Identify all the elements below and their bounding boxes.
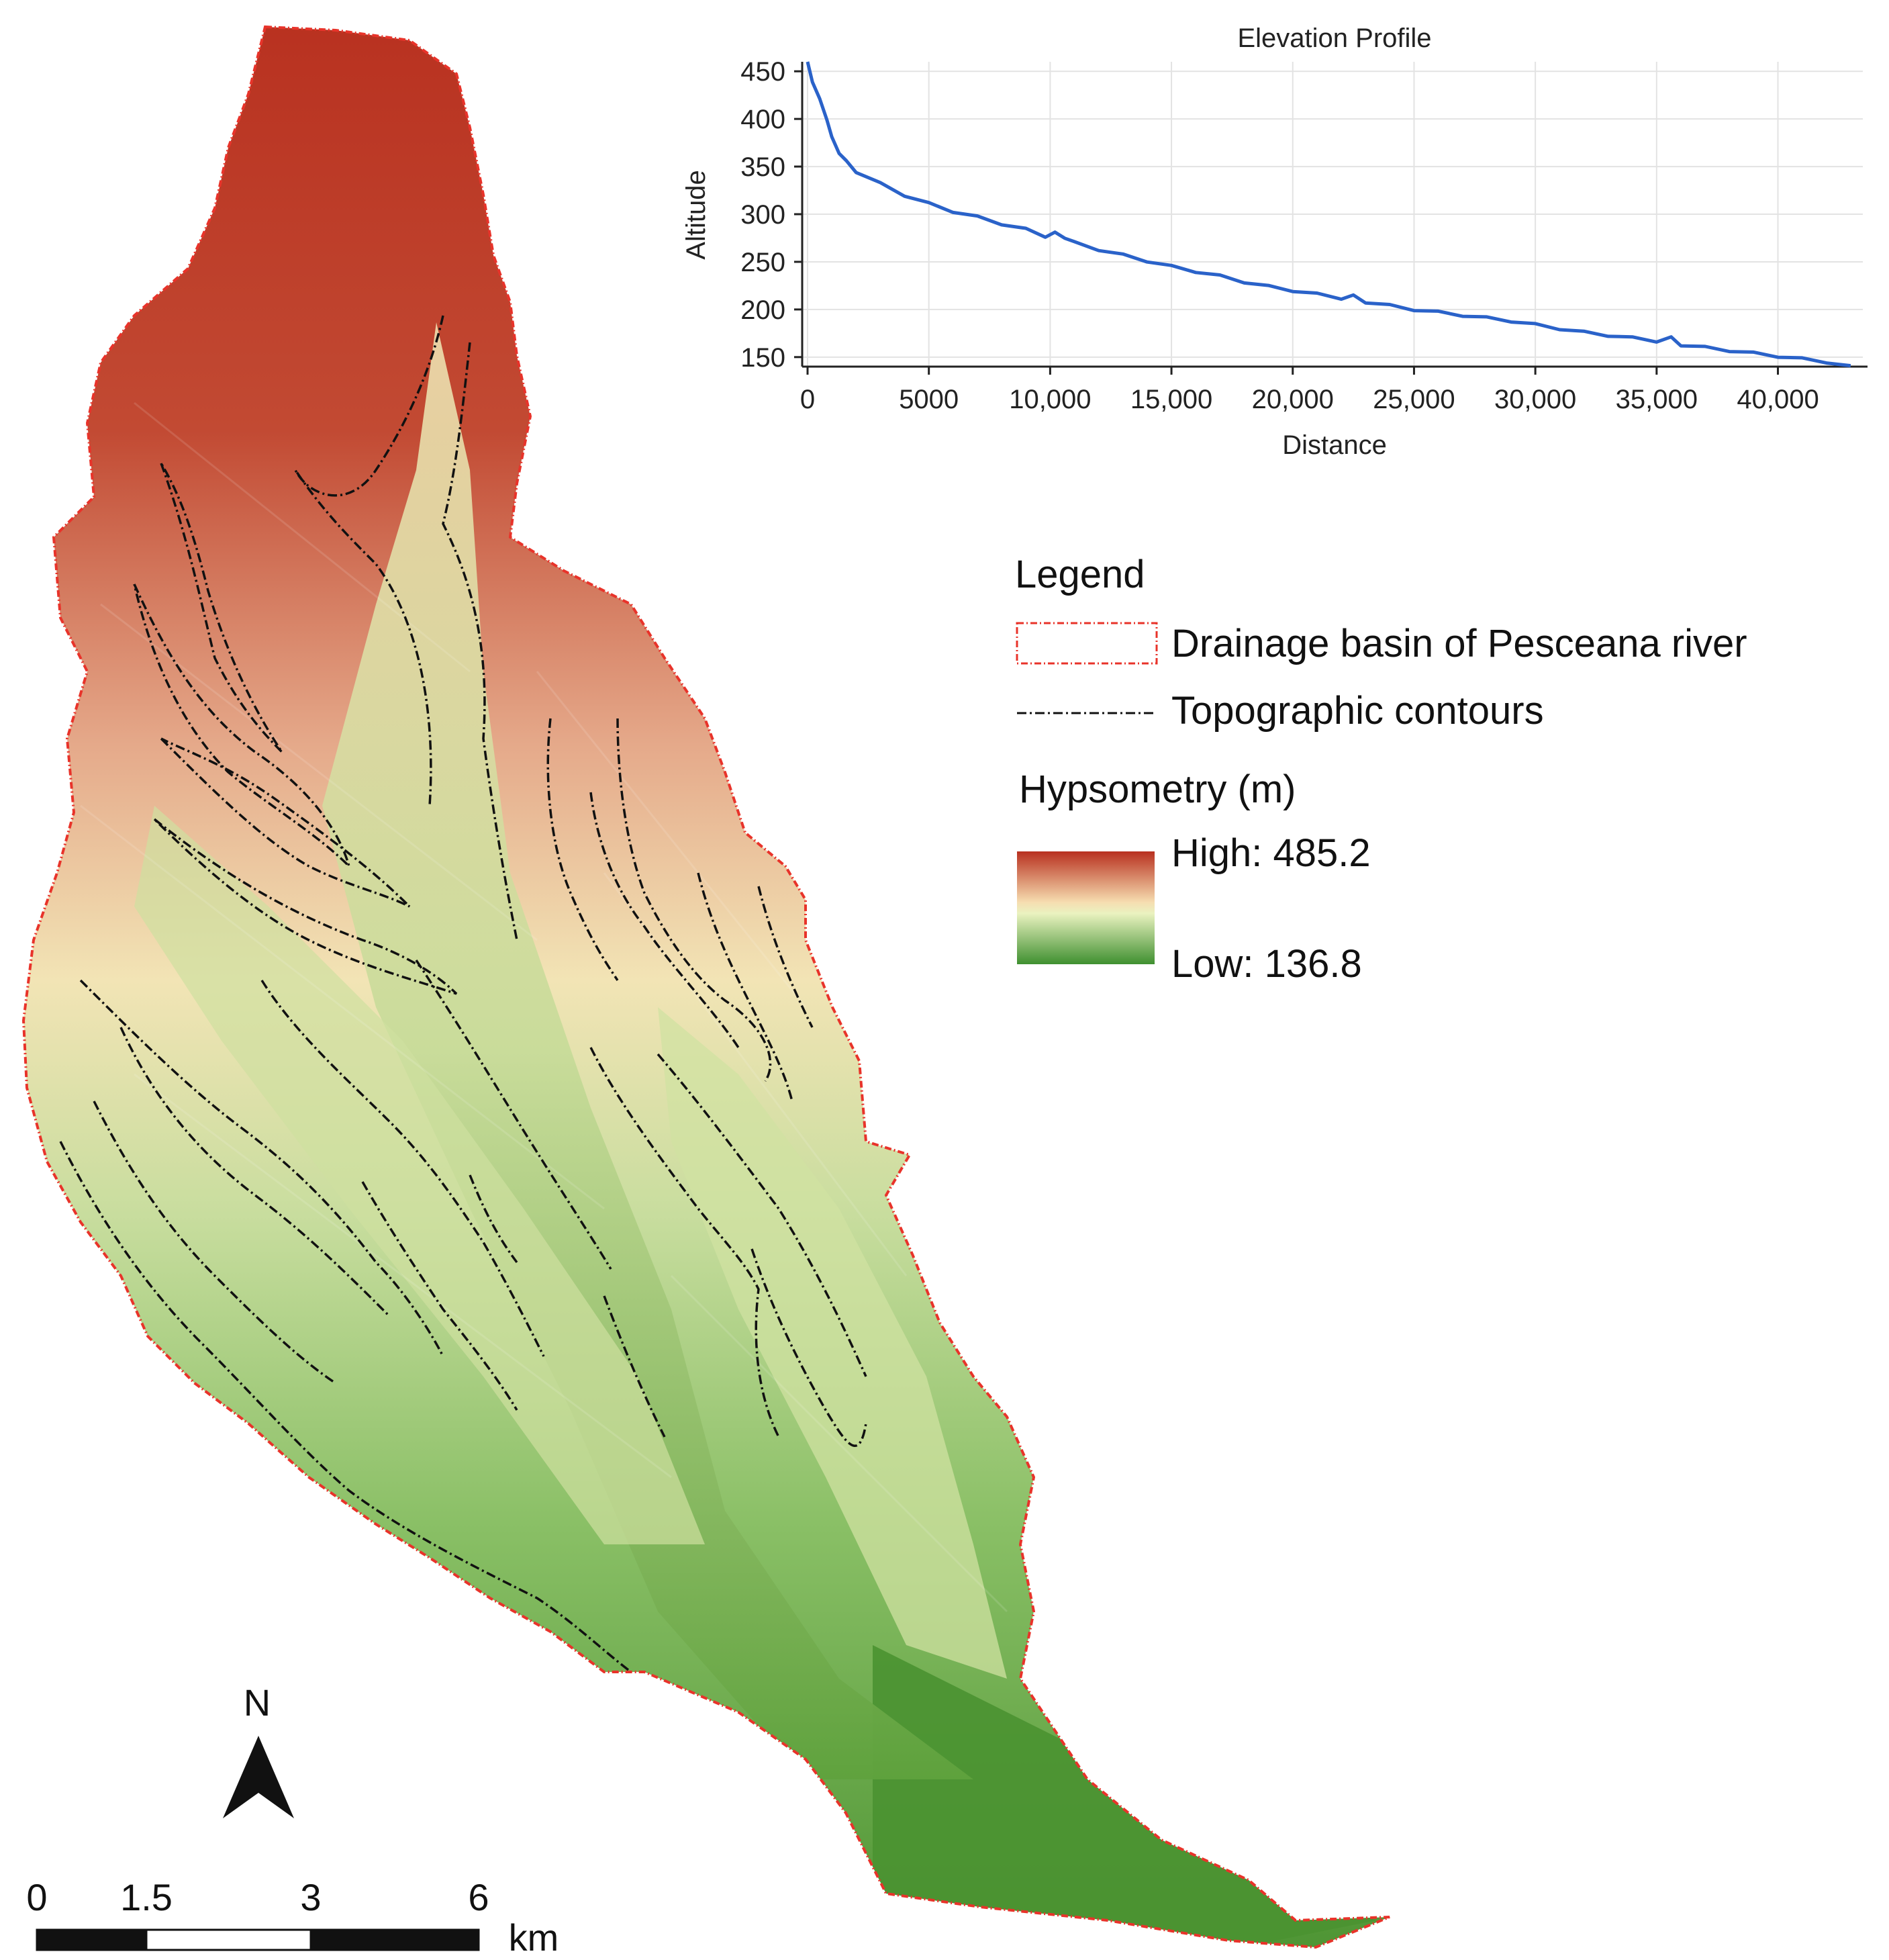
x-tick-label: 20,000	[1252, 385, 1334, 414]
contour-line	[750, 1248, 867, 1447]
contour-line	[442, 342, 518, 941]
x-tick-label: 25,000	[1373, 385, 1455, 414]
contour-line	[79, 979, 444, 1357]
legend: Legend Drainage basin of Pesceana river …	[1015, 553, 1747, 986]
scale-bar-segment	[145, 1928, 312, 1951]
west-valley	[134, 806, 705, 1544]
contour-line	[697, 872, 793, 1102]
north-arrow-icon	[223, 1736, 294, 1818]
x-tick-label: 30,000	[1494, 385, 1576, 414]
scale-label-1-5: 1.5	[120, 1876, 173, 1918]
x-tick-label: 0	[800, 385, 815, 414]
x-tick-label: 40,000	[1737, 385, 1819, 414]
contour-line	[160, 737, 411, 908]
contour-line	[260, 980, 545, 1357]
legend-item-contours: Topographic contours	[1171, 689, 1544, 733]
elevation-profile-chart: Elevation Profile 0 5000 10,000 15,000 20,00…	[681, 24, 1868, 460]
contour-line	[294, 315, 444, 806]
y-tick-label: 200	[740, 295, 785, 325]
x-tick-label: 15,000	[1130, 385, 1212, 414]
y-tick-label: 350	[740, 152, 785, 182]
scale-label-3: 3	[300, 1876, 321, 1918]
scale-bar-segment	[36, 1928, 148, 1951]
y-tick-label: 250	[740, 248, 785, 277]
x-tick-label: 10,000	[1009, 385, 1091, 414]
contour-line	[160, 463, 283, 753]
relief-texture	[80, 402, 1008, 1613]
scale-label-0: 0	[26, 1876, 47, 1918]
x-tick-label: 35,000	[1616, 385, 1698, 414]
contour-line	[133, 584, 352, 871]
hypsometry-title: Hypsometry (m)	[1019, 767, 1296, 811]
contour-line	[361, 1181, 518, 1411]
hypsometry-low-label: Low: 136.8	[1171, 942, 1362, 986]
scale-bar-segment	[309, 1928, 480, 1951]
scale-unit-label: km	[509, 1916, 559, 1959]
topographic-contours	[59, 315, 867, 1673]
y-tick-label: 300	[740, 200, 785, 230]
east-valley	[658, 1007, 1007, 1679]
contour-line	[589, 792, 740, 1048]
contour-line	[469, 1174, 518, 1264]
legend-item-basin: Drainage basin of Pesceana river	[1171, 622, 1747, 665]
contour-line	[546, 718, 619, 981]
legend-title: Legend	[1015, 553, 1145, 596]
scale-label-6: 6	[468, 1876, 489, 1918]
y-axis-label: Altitude	[681, 170, 711, 259]
hypsometry-high-label: High: 485.2	[1171, 831, 1371, 875]
chart-title: Elevation Profile	[1237, 24, 1431, 53]
basin-boundary-symbol	[1016, 622, 1158, 665]
y-axis-ticks: 150 200 250 300 350 400 450	[740, 57, 802, 373]
hypsometry-color-ramp	[1017, 851, 1155, 964]
contour-line	[657, 1053, 867, 1377]
x-axis-label: Distance	[1282, 430, 1387, 460]
y-tick-label: 150	[740, 343, 785, 373]
contour-line	[757, 886, 814, 1028]
y-tick-label: 450	[740, 57, 785, 87]
x-axis-ticks: 0 5000 10,000 15,000 20,000 25,000 30,000 35,00…	[800, 367, 1819, 414]
contour-line	[415, 960, 612, 1270]
contour-line	[603, 1295, 666, 1438]
contour-line	[153, 818, 458, 995]
chart-grid	[802, 62, 1863, 367]
basin-boundary	[21, 25, 1390, 1949]
north-arrow-label: N	[244, 1681, 271, 1724]
north-arrow: N	[223, 1681, 294, 1818]
contour-line	[119, 1027, 391, 1317]
contour-line	[616, 718, 772, 1082]
x-tick-label: 5000	[899, 385, 959, 414]
low-valley-area	[873, 1645, 1376, 1947]
contour-line	[589, 1047, 780, 1438]
contour-line	[59, 1141, 632, 1673]
y-tick-label: 400	[740, 105, 785, 134]
elevation-profile-line	[806, 61, 1851, 368]
scale-bar: 0 1.5 3 6 km	[26, 1876, 559, 1959]
contour-line	[93, 1101, 336, 1385]
